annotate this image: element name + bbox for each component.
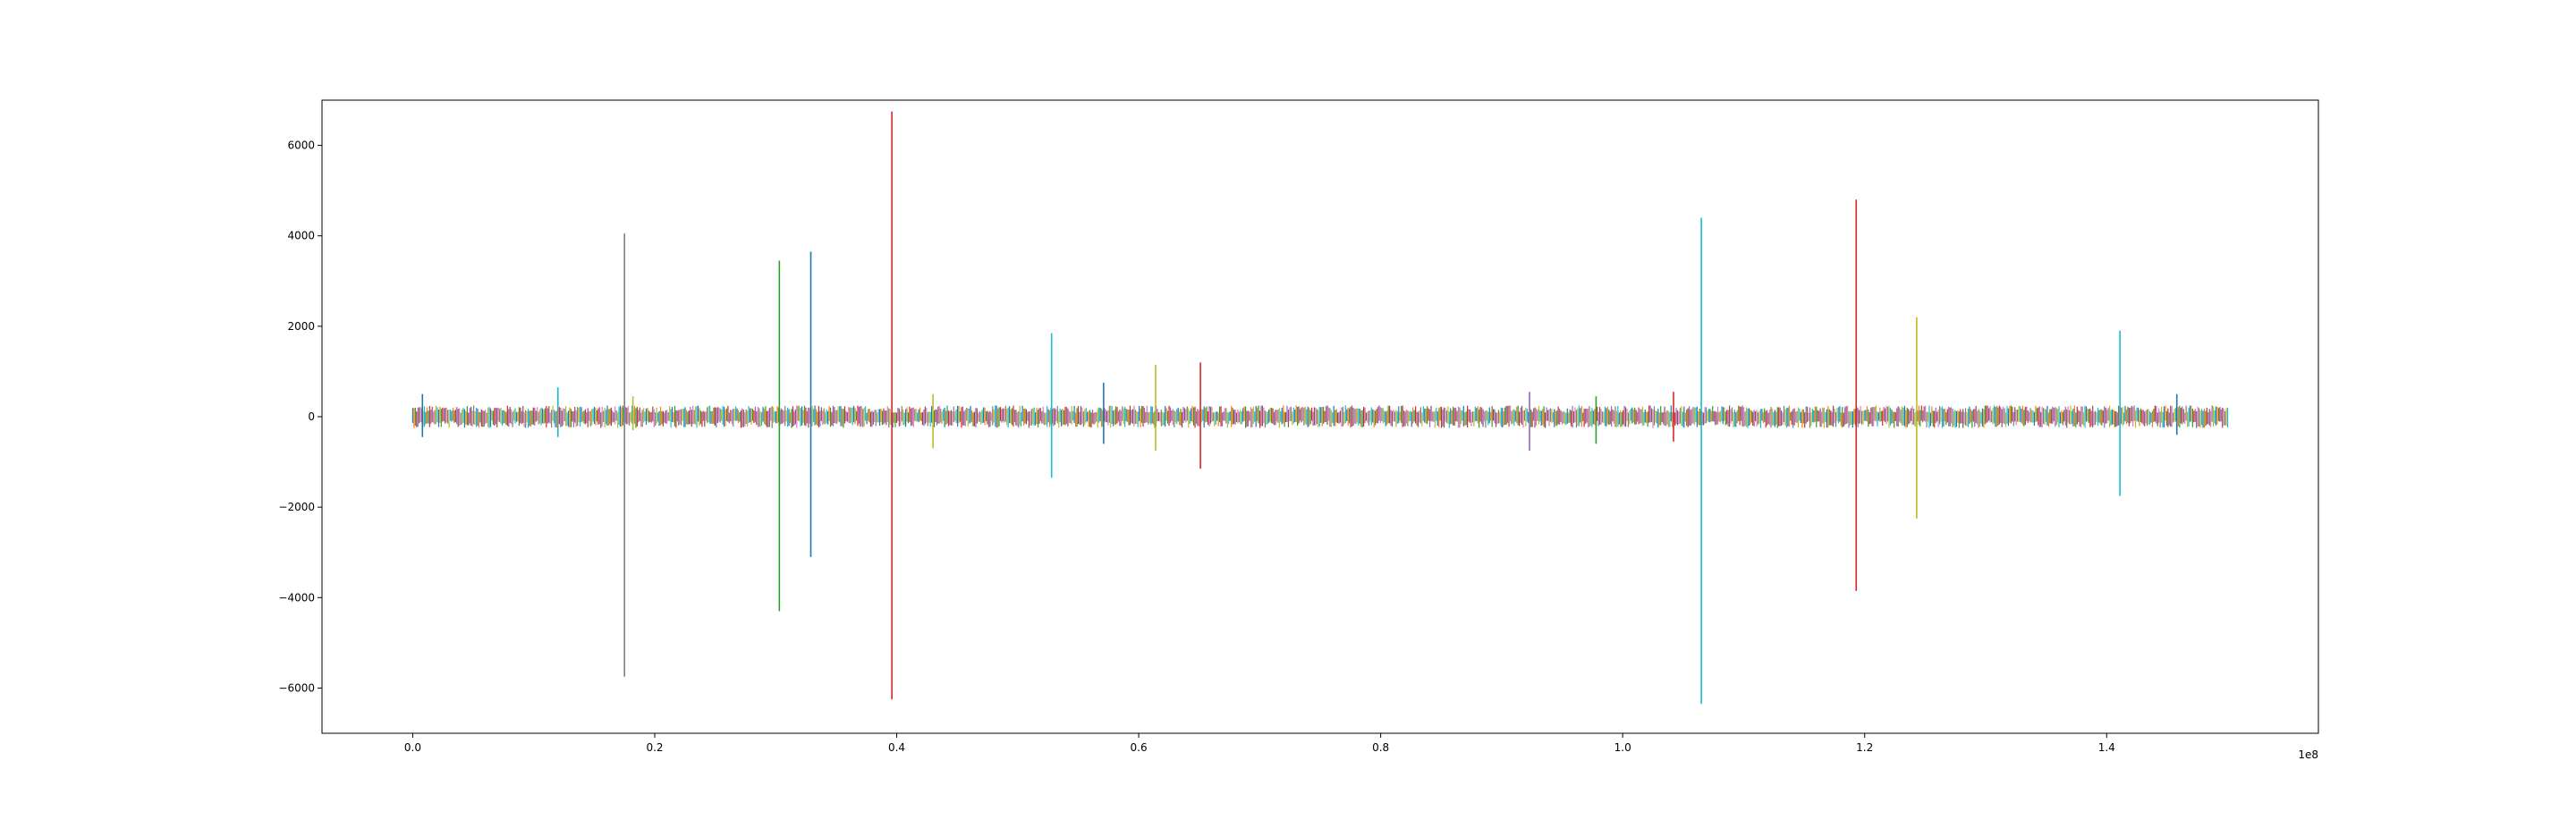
y-tick-label: 2000 — [287, 320, 315, 333]
x-axis-offset-label: 1e8 — [2298, 748, 2318, 761]
x-tick-label: 0.2 — [646, 741, 663, 754]
x-tick-label: 0.6 — [1131, 741, 1148, 754]
y-tick-label: 6000 — [287, 140, 315, 152]
y-tick-label: 0 — [308, 410, 315, 423]
x-tick-label: 0.8 — [1372, 741, 1389, 754]
x-tick-label: 1.2 — [1856, 741, 1873, 754]
y-axis: −6000 −4000 −2000 0 2000 4000 6000 — [278, 140, 322, 694]
x-axis: 0.0 0.2 0.4 0.6 0.8 1.0 1.2 1.4 — [404, 733, 2115, 754]
x-tick-label: 0.4 — [888, 741, 905, 754]
plot-frame-background — [322, 100, 2318, 733]
y-tick-label: 4000 — [287, 230, 315, 242]
x-tick-label: 0.0 — [404, 741, 421, 754]
x-tick-label: 1.4 — [2098, 741, 2115, 754]
plot-area — [321, 99, 2319, 734]
series-layer — [411, 405, 2229, 428]
y-tick-label: −2000 — [278, 501, 315, 513]
spike-layer — [421, 111, 2178, 705]
x-tick-label: 1.0 — [1614, 741, 1631, 754]
y-tick-label: −4000 — [278, 591, 315, 604]
y-tick-label: −6000 — [278, 681, 315, 694]
